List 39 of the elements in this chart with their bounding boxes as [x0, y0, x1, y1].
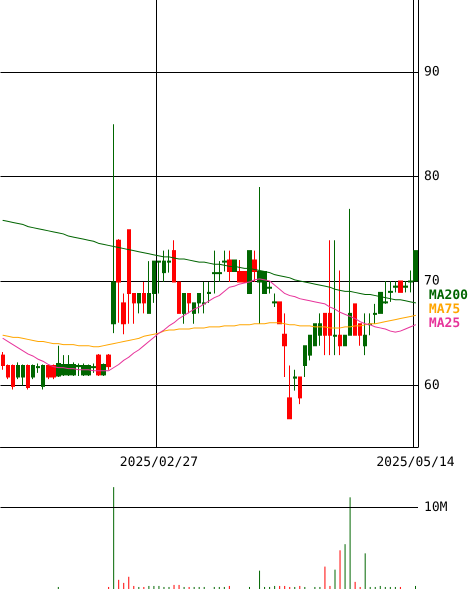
- candlestick: [106, 354, 111, 370]
- candlestick: [232, 260, 237, 272]
- candlestick: [137, 292, 141, 314]
- candlestick: [96, 354, 101, 376]
- candlestick: [26, 364, 30, 390]
- candlestick: [187, 292, 191, 314]
- y-tick-label: 90: [424, 64, 440, 80]
- candlestick: [227, 250, 232, 282]
- line-series: [2, 278, 416, 372]
- candlestick: [282, 312, 287, 378]
- candlestick: [393, 280, 398, 293]
- candlestick: [363, 312, 367, 356]
- candlestick: [272, 292, 277, 308]
- series-label: MA25: [428, 316, 460, 331]
- candlestick: [298, 376, 302, 405]
- line-series: [2, 314, 416, 348]
- series-label: MA200: [428, 288, 468, 303]
- candlestick: [142, 281, 146, 314]
- series-label: MA75: [428, 302, 460, 317]
- candlestick: [121, 292, 126, 335]
- candlestick: [101, 362, 106, 376]
- y-tick-label: 80: [424, 169, 440, 184]
- candlestick: [338, 270, 342, 356]
- candlestick: [182, 292, 186, 324]
- candlestick: [287, 365, 292, 420]
- x-tick-label: 2025/05/14: [376, 455, 455, 470]
- candlestick: [116, 238, 121, 324]
- y-tick-label: 70: [424, 273, 440, 288]
- candlestick: [293, 369, 297, 392]
- y-tick-label: 60: [424, 378, 440, 393]
- x-tick-label: 2025/02/27: [120, 455, 198, 470]
- candlestick: [247, 250, 252, 294]
- candlestick: [403, 280, 408, 293]
- candlestick: [398, 280, 403, 293]
- candlestick: [207, 281, 211, 304]
- ref-line-label: 10M: [424, 500, 448, 516]
- candlestick: [222, 250, 227, 272]
- candlestick: [252, 250, 257, 282]
- candlestick: [277, 301, 282, 324]
